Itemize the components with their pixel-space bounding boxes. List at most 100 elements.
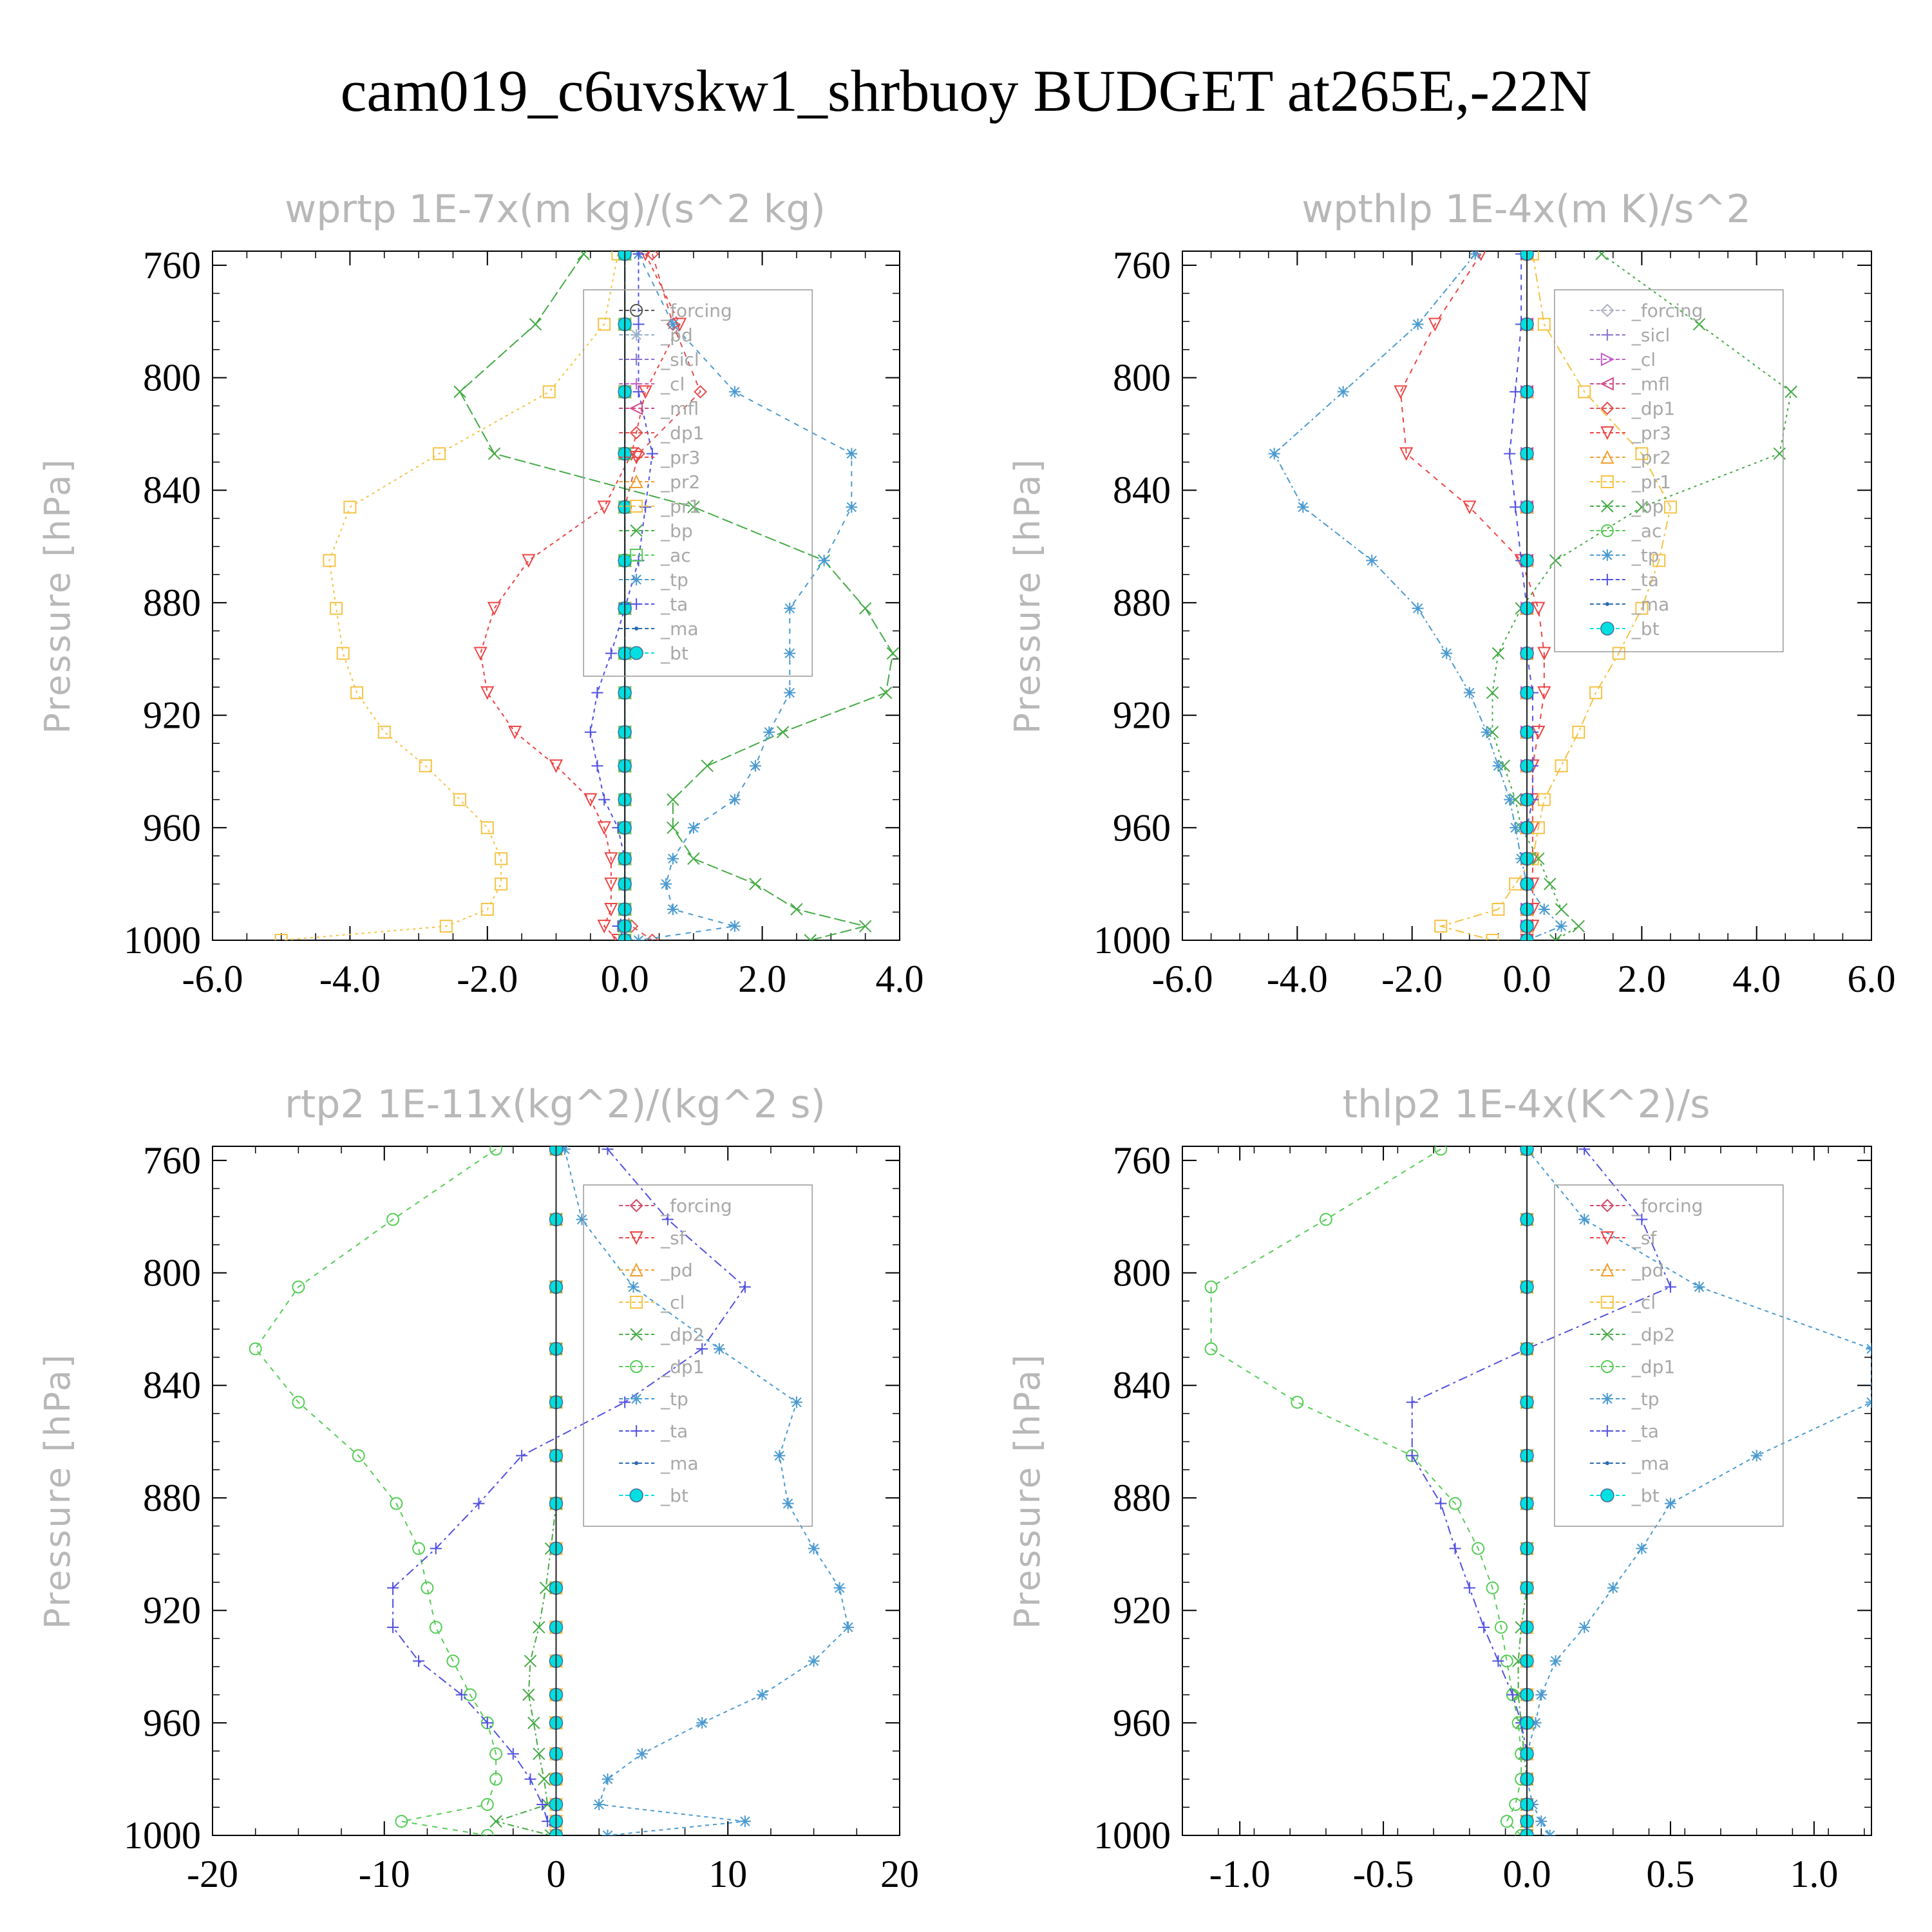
data-point — [605, 647, 617, 659]
data-point — [1538, 903, 1550, 915]
data-point — [516, 1450, 528, 1462]
data-point — [632, 251, 645, 260]
legend-label: _ta — [660, 1421, 688, 1442]
data-point — [576, 1213, 588, 1226]
data-point — [1472, 1542, 1485, 1555]
data-point — [858, 920, 872, 933]
data-point — [645, 251, 659, 261]
data-point — [1635, 500, 1649, 514]
data-point — [455, 1689, 468, 1701]
legend-label: _dp1 — [660, 422, 704, 444]
x-tick-label: 2.0 — [1618, 958, 1666, 1000]
legend-label: _pr3 — [660, 447, 700, 468]
legend-entry: _bt — [1589, 1485, 1660, 1506]
data-point — [1492, 1655, 1504, 1667]
data-point — [879, 686, 893, 699]
data-point — [632, 318, 645, 330]
series-line — [1526, 1148, 1871, 1835]
legend-entry: _cl — [1589, 349, 1656, 370]
data-point — [763, 726, 775, 738]
legend-marker — [1600, 1360, 1614, 1373]
legend-entry: _sf — [619, 1227, 687, 1249]
legend-marker — [1601, 500, 1614, 513]
data-point — [488, 447, 501, 460]
x-tick-label: 10 — [708, 1853, 747, 1895]
legend-marker — [1600, 352, 1615, 366]
y-tick-label: 1000 — [1094, 919, 1171, 961]
data-point — [489, 1772, 503, 1786]
data-point — [1653, 554, 1666, 567]
y-tick-label: 760 — [143, 244, 201, 287]
data-point — [1692, 317, 1706, 331]
data-point — [1506, 1689, 1519, 1701]
data-point — [846, 448, 858, 460]
data-point — [611, 934, 625, 940]
series-line — [480, 253, 681, 940]
data-point — [667, 853, 679, 865]
legend-label: _ma — [1631, 1453, 1669, 1474]
data-point — [1866, 1343, 1871, 1355]
y-tick-label: 920 — [143, 694, 201, 737]
legend-entry: _ta — [1589, 569, 1659, 591]
legend-entry: _dp1 — [619, 1356, 705, 1378]
legend-marker — [630, 1360, 643, 1373]
legend-marker — [1601, 329, 1613, 341]
data-point — [632, 934, 645, 940]
data-point — [387, 1621, 399, 1633]
data-point — [323, 554, 336, 567]
legend-label: _tp — [1631, 1388, 1660, 1410]
data-point — [1549, 1655, 1562, 1667]
data-point — [533, 1747, 545, 1761]
legend-label: _mfl — [1631, 374, 1670, 395]
legend-marker — [1600, 475, 1614, 488]
y-tick-label: 760 — [1113, 244, 1171, 287]
legend-marker — [1600, 450, 1615, 464]
legend-entry: _pd — [1589, 1260, 1663, 1281]
legend-label: _ma — [1631, 594, 1669, 615]
legend-marker — [630, 1328, 643, 1341]
legend-marker — [629, 451, 643, 465]
data-point — [1663, 500, 1677, 514]
legend-label: _forcing — [1631, 300, 1703, 321]
legend-entry: _pr2 — [1589, 447, 1671, 468]
legend-label: _pr3 — [1631, 422, 1671, 444]
legend-entry: _dp1 — [1589, 398, 1675, 419]
y-tick-label: 840 — [143, 469, 201, 511]
series-ta — [387, 1146, 751, 1835]
series-tp — [1521, 1146, 1871, 1835]
series-dp1 — [1204, 1146, 1528, 1835]
legend-label: _pr1 — [1631, 471, 1671, 493]
data-point — [784, 647, 796, 659]
data-point — [1537, 793, 1551, 806]
data-point — [1612, 647, 1625, 660]
data-point — [790, 1396, 802, 1408]
data-point — [749, 877, 762, 891]
data-point — [1607, 1582, 1619, 1594]
series-line — [254, 1148, 497, 1835]
data-point — [453, 385, 466, 399]
legend-label: _dp2 — [660, 1324, 704, 1345]
x-tick-label: -2.0 — [1381, 958, 1443, 1000]
legend-label: _bt — [660, 643, 688, 664]
data-point — [749, 760, 761, 772]
series-pr1 — [274, 251, 625, 940]
data-point — [577, 251, 590, 261]
legend-label: _pr1 — [660, 496, 700, 517]
legend-entry: _bt — [619, 1485, 688, 1506]
legend-marker — [1600, 621, 1615, 636]
legend-marker — [630, 354, 643, 365]
x-tick-label: -2.0 — [457, 958, 518, 1000]
y-tick-label: 960 — [1113, 806, 1171, 849]
data-point — [784, 687, 796, 699]
series-line — [281, 254, 619, 940]
data-point — [524, 1654, 537, 1667]
data-point — [842, 1621, 854, 1633]
data-point — [533, 1621, 545, 1634]
series-dp1 — [249, 1146, 503, 1835]
series-bp — [1486, 251, 1797, 940]
legend-label: _ma — [660, 618, 698, 639]
x-tick-label: 0.0 — [601, 958, 649, 1000]
data-point — [1578, 1213, 1591, 1226]
data-point — [1486, 934, 1499, 940]
data-point — [591, 687, 603, 699]
